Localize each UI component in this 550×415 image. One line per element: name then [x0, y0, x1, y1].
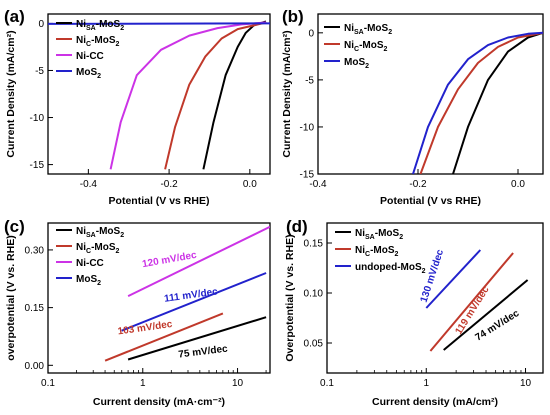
- series-line-1: [419, 31, 543, 174]
- y-tick-label: 0.10: [304, 289, 324, 300]
- plot-frame: [47, 13, 271, 175]
- plot-frame: [317, 13, 544, 175]
- legend-label-2: Ni-CC: [76, 258, 104, 269]
- y-axis-label: Current Density (mA/cm²): [5, 30, 17, 157]
- x-axis-label: Potential (V vs RHE): [380, 195, 481, 207]
- series-line-0: [443, 279, 529, 351]
- x-tick-label: 10: [520, 378, 532, 389]
- x-tick-label: 0.0: [511, 179, 525, 190]
- x-tick-label: -0.2: [160, 179, 178, 190]
- panel-3: (d) 0.1 1 10 0.05 0.10 0.15 Current density (mA…: [284, 217, 544, 408]
- legend-label-1: NiC-MoS2: [76, 242, 120, 255]
- slope-annotation-3: 75 mV/dec: [178, 344, 229, 361]
- series-line-0: [127, 316, 267, 361]
- y-tick-label: 0: [38, 19, 44, 30]
- legend-label-3: MoS2: [76, 274, 101, 287]
- panel-label: (b): [282, 7, 304, 26]
- panel-label: (d): [286, 217, 308, 236]
- x-tick-label: -0.4: [309, 179, 327, 190]
- panel-label: (a): [4, 7, 25, 26]
- plot-frame: [47, 222, 271, 374]
- series-line-2: [425, 249, 482, 309]
- slope-annotation-2: 103 mV/dec: [117, 319, 173, 338]
- series-line-2: [412, 31, 543, 174]
- series-line-2: [109, 21, 267, 170]
- y-tick-label: 0.15: [25, 303, 45, 314]
- panel-0: (a) -0.4 -0.2 0.0 -15 -10 -5 0 Potential (V vs R…: [4, 7, 271, 207]
- x-tick-label: 1: [140, 378, 146, 389]
- legend-label-0: NiSA-MoS2: [344, 23, 392, 36]
- y-axis-label: overpotential (V vs. RHE): [5, 235, 17, 360]
- panel-1: (b) -0.4 -0.2 0.0 -15 -10 -5 0 Potential (V vs R…: [281, 7, 544, 207]
- x-tick-label: 0.1: [41, 378, 55, 389]
- series-line-1: [164, 21, 267, 170]
- series-line-1: [104, 312, 224, 362]
- y-tick-label: -15: [300, 170, 315, 181]
- legend-label-3: MoS2: [76, 67, 101, 80]
- series-line-1: [429, 252, 514, 352]
- legend-label-2: undoped-MoS2: [355, 262, 426, 275]
- x-tick-label: -0.2: [409, 179, 427, 190]
- series-line-0: [452, 31, 543, 174]
- panel-2: (c) 0.1 1 10 0.00 0.15 0.30 Current density (mA…: [4, 217, 271, 408]
- y-tick-label: -5: [35, 66, 44, 77]
- y-axis-label: Overpotential (V vs. RHE): [284, 234, 296, 361]
- y-tick-label: -10: [30, 113, 45, 124]
- legend-label-1: NiC-MoS2: [344, 40, 388, 53]
- y-tick-label: 0: [308, 28, 314, 39]
- x-tick-label: 0.0: [243, 179, 257, 190]
- plot-frame: [326, 222, 544, 374]
- y-tick-label: 0.15: [304, 239, 324, 250]
- slope-annotation-2: 74 mV/dec: [473, 308, 521, 344]
- slope-annotation-0: 130 mV/dec: [419, 248, 447, 304]
- legend-label-0: NiSA-MoS2: [355, 228, 403, 241]
- x-axis-label: Potential (V vs RHE): [109, 195, 210, 207]
- legend-label-0: NiSA-MoS2: [76, 19, 124, 32]
- y-tick-label: 0.30: [25, 245, 45, 256]
- series-line-2: [127, 225, 270, 297]
- series-line-3: [48, 22, 270, 25]
- x-axis-label: Current density (mA·cm⁻²): [93, 396, 225, 408]
- panel-label: (c): [4, 217, 25, 236]
- y-axis-label: Current Density (mA/cm²): [281, 30, 293, 157]
- y-tick-label: -5: [305, 75, 314, 86]
- y-tick-label: 0.05: [304, 339, 324, 350]
- legend-label-2: Ni-CC: [76, 51, 104, 62]
- y-tick-label: -10: [300, 122, 315, 133]
- x-tick-label: 10: [232, 378, 244, 389]
- y-tick-label: -15: [30, 160, 45, 171]
- x-tick-label: -0.4: [80, 179, 98, 190]
- legend-label-2: MoS2: [344, 57, 369, 70]
- legend-label-0: NiSA-MoS2: [76, 226, 124, 239]
- y-tick-label: 0.00: [25, 361, 45, 372]
- x-tick-label: 1: [423, 378, 429, 389]
- series-line-0: [202, 20, 267, 170]
- legend-label-1: NiC-MoS2: [355, 245, 399, 258]
- series-line-3: [121, 272, 267, 332]
- x-axis-label: Current density (mA/cm²): [372, 396, 498, 408]
- legend-label-1: NiC-MoS2: [76, 35, 120, 48]
- x-tick-label: 0.1: [320, 378, 334, 389]
